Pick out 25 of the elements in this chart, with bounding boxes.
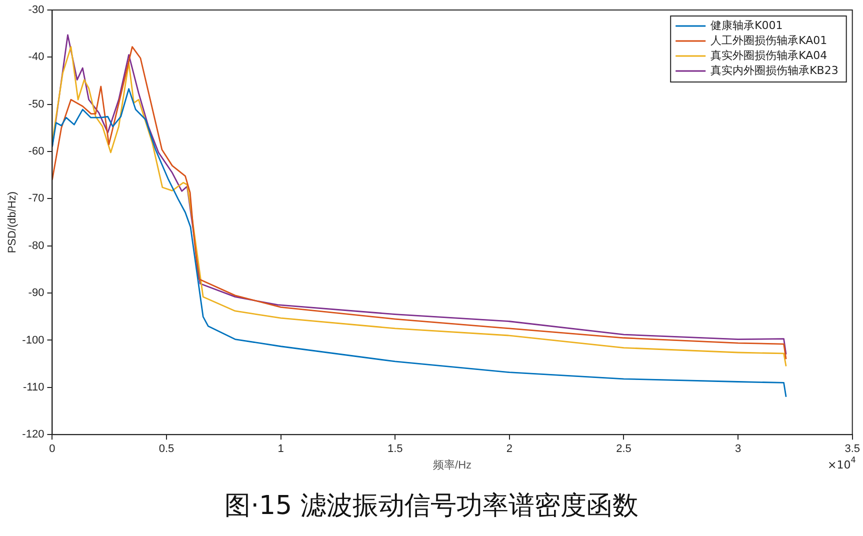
x-tick-label: 0.5 [158,443,174,456]
y-tick-label: -50 [28,98,44,110]
x-tick-label: 3 [734,443,742,456]
y-tick-label: -30 [28,4,44,16]
legend-label: 真实内外圈损伤轴承KB23 [710,64,838,77]
y-tick-label: -100 [22,334,44,346]
legend-label: 真实外圈损伤轴承KA04 [710,48,828,62]
x-tick-label: 1 [278,443,284,456]
legend-label: 人工外圈损伤轴承KA01 [710,34,828,47]
y-tick-label: -120 [22,428,44,441]
y-tick-label: -110 [23,381,44,394]
text: 图·15 滤波振动信号功率谱密度函数 [224,490,640,523]
x-tick-label: 1.5 [387,443,403,456]
x-tick-label: 2.5 [616,443,632,456]
y-tick-label: -40 [28,51,44,64]
y-axis-title: PSD/(db/Hz) [6,191,19,254]
x-axis-title: 频率/Hz [433,458,472,472]
y-tick-label: -70 [28,192,44,205]
y-tick-label: -90 [28,287,44,300]
legend-label: 健康轴承K001 [710,18,783,32]
x-tick-label: 0 [49,443,56,456]
y-tick-label: -60 [28,146,44,158]
x-tick-label: 2 [506,443,512,456]
y-tick-label: -80 [28,240,44,252]
x-tick-label: 3.5 [844,443,860,456]
